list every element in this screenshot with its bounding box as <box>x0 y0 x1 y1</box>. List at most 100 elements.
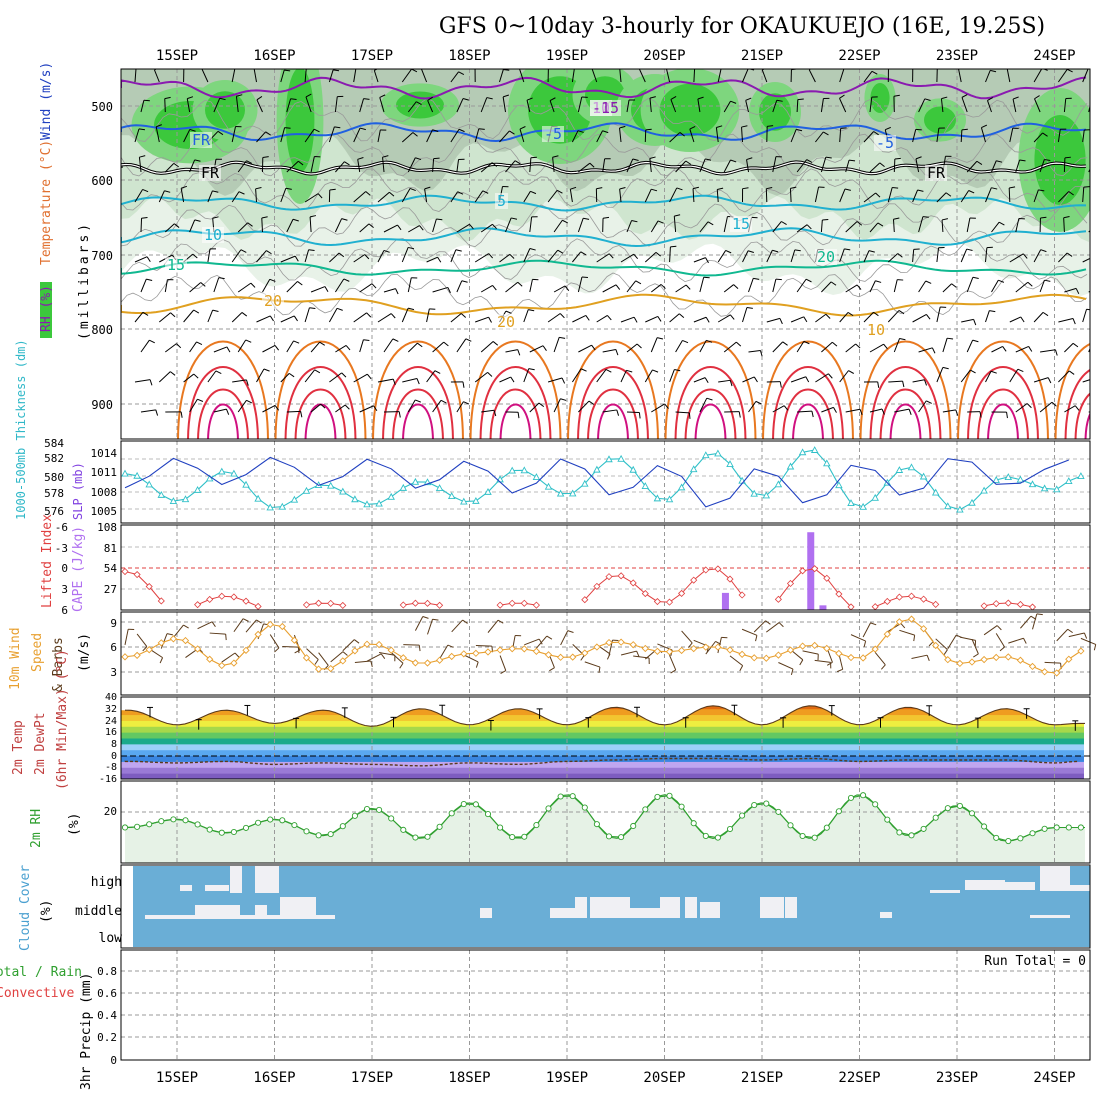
lifted-index-point <box>738 591 746 599</box>
wind-barb-flag <box>753 376 758 383</box>
wind-barb-flag <box>973 319 977 326</box>
wind-barb <box>407 157 416 173</box>
wind-barb <box>155 126 160 143</box>
wind-barb-flag <box>149 379 153 386</box>
wind-barb-flag <box>766 187 773 190</box>
wind-barb <box>741 127 743 143</box>
cloud-cell <box>660 897 680 918</box>
wind-barb <box>529 402 540 413</box>
lifted-index-point <box>218 592 226 600</box>
wind-barb <box>863 250 870 263</box>
wind-barb-flag <box>486 97 493 100</box>
rh2m-point <box>630 822 637 830</box>
wind-speed-point <box>206 655 214 663</box>
wind-barb-flag <box>345 345 351 351</box>
wind-barb-flag <box>585 315 590 321</box>
rh2m-point <box>497 824 504 831</box>
lifted-index-point <box>315 599 323 607</box>
temp-band <box>121 743 1090 751</box>
contour-label-bg <box>495 314 517 330</box>
wind-barb <box>936 192 947 203</box>
lifted-index-point <box>617 572 625 580</box>
thickness-point <box>593 465 601 473</box>
wind-speed-point <box>847 653 855 662</box>
wind-barb-flag <box>465 338 472 342</box>
wind-barb <box>334 278 345 293</box>
wind-barb <box>1058 191 1070 203</box>
wind-speed-point <box>375 640 383 649</box>
thickness-point <box>266 503 274 511</box>
wind-speed-point <box>762 654 770 662</box>
lifted-index-point <box>665 598 674 606</box>
wind-barb-flag <box>261 216 268 219</box>
wind-barb-flag <box>395 288 399 295</box>
wind-barb-flag <box>881 408 885 415</box>
wind-barb <box>715 127 719 143</box>
contour-boundary-layer <box>372 340 464 439</box>
rh-blob-inner <box>1034 115 1086 205</box>
wind-barb <box>839 69 845 83</box>
wind-barb-10m <box>983 625 998 636</box>
wind-barb <box>499 69 504 83</box>
wind-barb-flag <box>730 159 737 163</box>
wind-barb-flag <box>193 373 199 379</box>
wind-barb-10m-flag <box>159 657 164 664</box>
wind-barb-flag <box>885 126 891 131</box>
date-label-bottom: 21SEP <box>741 1070 783 1086</box>
wind-speed-point <box>629 641 637 649</box>
wind-barb-flag <box>176 343 182 349</box>
wind-speed-point <box>520 645 528 653</box>
contour-label: FR <box>201 164 220 182</box>
wind-barb <box>845 159 850 173</box>
wind-barb <box>377 250 385 263</box>
wind-barb-flag <box>704 377 709 384</box>
wind-barb-flag <box>344 404 350 410</box>
wind-speed-point <box>956 659 964 668</box>
wind-barb <box>675 340 683 353</box>
li-tick-6: 6 <box>61 604 68 617</box>
thickness-point <box>798 448 807 456</box>
wind-barb <box>746 159 749 173</box>
wind-barb-10m <box>499 655 507 671</box>
wind-barb-flag <box>265 131 271 136</box>
wind-barb <box>869 222 879 233</box>
wind-barb-10m <box>850 634 866 642</box>
wind-speed-point <box>302 654 311 662</box>
rh2m-point <box>327 831 334 838</box>
wind-barb-flag <box>961 94 968 98</box>
wind-barb <box>669 132 681 143</box>
lifted-index-point <box>532 601 540 609</box>
thickness-point <box>290 495 299 503</box>
wind-barb <box>450 249 457 263</box>
cloud-cell <box>1030 915 1070 918</box>
wind-barb-flag <box>502 94 509 98</box>
wind-barb <box>519 128 525 143</box>
wind-barb-flag <box>615 349 619 356</box>
wind-barb <box>985 187 992 203</box>
cloud-axis: high middle low <box>75 875 122 946</box>
wind-barb <box>918 347 933 353</box>
contour-label: 15 <box>732 215 750 233</box>
thickness-point <box>447 492 456 500</box>
date-label-bottom: 22SEP <box>838 1070 880 1086</box>
contour-freezing-inner <box>121 161 1087 175</box>
contour-boundary-layer <box>382 366 454 439</box>
wind-barb-flag <box>633 316 638 323</box>
wind-barb <box>649 98 652 113</box>
rh2m-point <box>206 826 213 833</box>
wind-barb-flag <box>674 369 681 372</box>
wind-barb <box>158 371 171 383</box>
wind-barb-flag <box>855 343 861 349</box>
wind-barb <box>481 409 495 413</box>
slp-ylabel: SLP (mb) <box>71 462 85 520</box>
wind-barb-flag <box>998 221 1005 226</box>
wind-barb-flag <box>676 187 683 191</box>
wind-barb-flag <box>961 128 968 131</box>
wind-barb-flag <box>847 312 854 317</box>
pressure-tick-900: 900 <box>91 398 113 412</box>
wind-barb <box>505 217 512 233</box>
lifted-index-point <box>194 601 202 609</box>
wind-barb <box>651 403 665 413</box>
wind-barb-flag <box>382 155 389 158</box>
